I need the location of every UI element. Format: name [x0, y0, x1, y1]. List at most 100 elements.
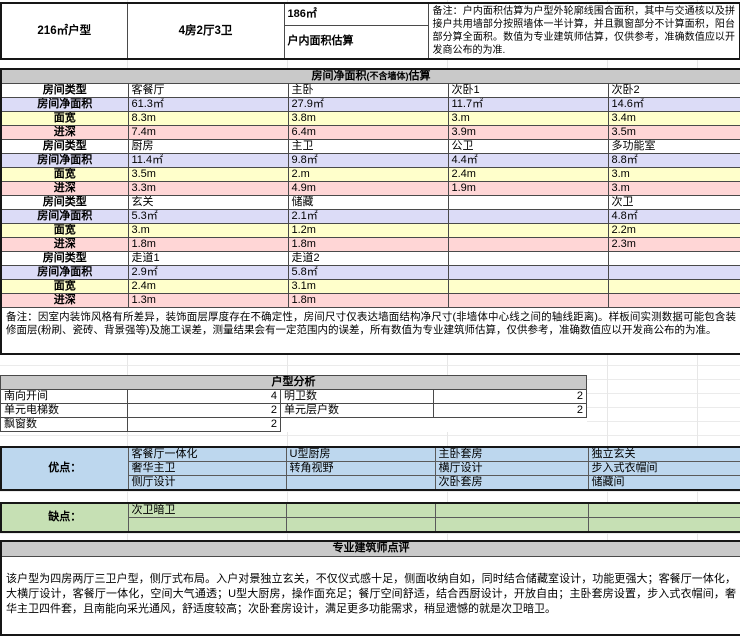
row-label: 房间类型	[0, 195, 129, 210]
room-depth-cell: 3.9m	[447, 125, 609, 140]
measurement-note-cell: 备注：因室内装饰风格有所差异，装饰面层厚度存在不确定性，房间尺寸仅表达墙面结构净…	[0, 307, 740, 354]
room-width-cell	[607, 279, 740, 294]
room-width-cell: 2.m	[287, 167, 449, 182]
pros-item: 独立玄关	[587, 446, 740, 462]
room-type-cell: 次卫	[607, 195, 740, 210]
pros-item: 次卧套房	[434, 475, 589, 491]
room-width-cell: 2.4m	[127, 279, 289, 294]
pros-item: 客餐厅一体化	[127, 446, 287, 462]
analysis-value: 4	[127, 389, 281, 404]
room-type-cell	[447, 251, 609, 266]
room-depth-cell: 2.3m	[607, 237, 740, 252]
room-area-row: 房间净面积 61.3㎡ 27.9㎡ 11.7㎡ 14.6㎡	[0, 97, 740, 112]
room-type-row: 房间类型 客餐厅 主卧 次卧1 次卧2	[0, 83, 740, 98]
room-depth-cell	[607, 293, 740, 308]
pros-item: 储藏间	[587, 475, 740, 491]
cons-table: 缺点： 次卫暗卫	[0, 502, 740, 533]
room-type-cell: 走道2	[287, 251, 449, 266]
room-type-row: 房间类型 厨房 主卫 公卫 多功能室	[0, 139, 740, 154]
room-width-cell: 2.4m	[447, 167, 609, 182]
table-row: 单元电梯数 2 单元层户数 2	[0, 403, 587, 418]
room-area-cell: 5.3㎡	[127, 209, 289, 224]
unit-type-cell: 216㎡户型	[0, 2, 128, 60]
room-width-cell: 3.m	[607, 167, 740, 182]
room-width-row: 面宽 8.3m 3.8m 3.m 3.4m	[0, 111, 740, 126]
room-depth-cell	[447, 293, 609, 308]
review-text-cell: 该户型为四房两厅三卫户型，侧厅式布局。入户对景独立玄关，不仅仪式感十足，侧面收纳…	[0, 555, 740, 636]
room-width-cell: 3.m	[127, 223, 289, 238]
room-type-cell: 次卧1	[447, 83, 609, 98]
analysis-title: 户型分析	[0, 375, 587, 390]
room-depth-cell: 6.4m	[287, 125, 449, 140]
room-area-cell	[607, 265, 740, 280]
cons-item	[434, 517, 589, 532]
analysis-value: 2	[433, 389, 587, 404]
cons-item	[587, 517, 740, 532]
room-width-cell: 3.5m	[127, 167, 289, 182]
pros-item: U型厨房	[285, 446, 436, 462]
room-width-cell: 2.2m	[607, 223, 740, 238]
row-label: 房间净面积	[0, 265, 129, 280]
analysis-label: 明卫数	[280, 389, 434, 404]
analysis-value: 2	[127, 417, 281, 432]
pros-item: 主卧套房	[434, 446, 589, 462]
room-width-row: 面宽 3.5m 2.m 2.4m 3.m	[0, 167, 740, 182]
row-label: 房间类型	[0, 139, 129, 154]
table-row: 飘窗数 2	[0, 417, 587, 432]
table-row: 备注：因室内装饰风格有所差异，装饰面层厚度存在不确定性，房间尺寸仅表达墙面结构净…	[0, 307, 740, 354]
room-depth-row: 进深 3.3m 4.9m 1.9m 3.m	[0, 181, 740, 196]
room-depth-cell: 3.5m	[607, 125, 740, 140]
row-label: 进深	[0, 125, 129, 140]
analysis-label: 单元层户数	[280, 403, 434, 418]
room-table-title: 房间净面积(不含墙体)估算	[0, 68, 740, 84]
empty-cell	[434, 418, 587, 432]
room-width-cell: 8.3m	[127, 111, 289, 126]
room-width-cell	[447, 279, 609, 294]
pros-item: 侧厅设计	[127, 475, 287, 491]
cons-item	[285, 502, 436, 518]
row-label: 房间类型	[0, 83, 129, 98]
table-header-row: 户型分析	[0, 375, 587, 390]
room-type-cell: 多功能室	[607, 139, 740, 154]
total-area-cell: 186㎡	[283, 2, 429, 26]
pros-item: 奢华主卫	[127, 461, 287, 476]
room-type-row: 房间类型 玄关 储藏 次卫	[0, 195, 740, 210]
pros-table: 优点： 客餐厅一体化 U型厨房 主卧套房 独立玄关 奢华主卫 转角视野 横厅设计…	[0, 446, 740, 491]
table-row: 该户型为四房两厅三卫户型，侧厅式布局。入户对景独立玄关，不仅仪式感十足，侧面收纳…	[0, 555, 740, 636]
room-width-row: 面宽 3.m 1.2m 2.2m	[0, 223, 740, 238]
table-row: 奢华主卫 转角视野 横厅设计 步入式衣帽间	[1, 461, 740, 476]
room-type-cell	[607, 251, 740, 266]
pros-label: 优点：	[0, 446, 129, 491]
room-area-row: 房间净面积 11.4㎡ 9.8㎡ 4.4㎡ 8.8㎡	[0, 153, 740, 168]
room-depth-cell: 1.3m	[127, 293, 289, 308]
room-area-cell: 2.1㎡	[287, 209, 449, 224]
pros-item: 步入式衣帽间	[587, 461, 740, 476]
room-area-cell	[447, 265, 609, 280]
room-width-cell: 3.8m	[287, 111, 449, 126]
room-area-cell: 14.6㎡	[607, 97, 740, 112]
room-type-cell: 主卧	[287, 83, 449, 98]
row-label: 进深	[0, 181, 129, 196]
analysis-value: 2	[127, 403, 281, 418]
row-label: 面宽	[0, 167, 129, 182]
cons-item	[587, 502, 740, 518]
room-width-cell	[447, 223, 609, 238]
room-depth-cell: 3.m	[607, 181, 740, 196]
room-type-cell: 厨房	[127, 139, 289, 154]
room-type-cell: 走道1	[127, 251, 289, 266]
area-label-cell: 户内面积估算	[283, 24, 429, 60]
table-row: 216㎡户型 4房2厅3卫 186㎡ 备注：户内面积估算为户型外轮廓线围合面积，…	[0, 2, 740, 60]
row-label: 房间净面积	[0, 209, 129, 224]
room-area-row: 房间净面积 5.3㎡ 2.1㎡ 4.8㎡	[0, 209, 740, 224]
room-area-cell: 5.8㎡	[287, 265, 449, 280]
room-area-cell: 61.3㎡	[127, 97, 289, 112]
analysis-table: 户型分析 南向开间 4 明卫数 2 单元电梯数 2 单元层户数 2 飘窗数 2	[0, 375, 587, 432]
room-area-cell: 2.9㎡	[127, 265, 289, 280]
room-depth-cell: 1.8m	[287, 237, 449, 252]
row-label: 房间类型	[0, 251, 129, 266]
review-title: 专业建筑师点评	[0, 540, 740, 557]
table-header-row: 专业建筑师点评	[0, 540, 740, 557]
pros-item: 横厅设计	[434, 461, 589, 476]
table-row	[1, 517, 740, 532]
room-type-cell	[447, 195, 609, 210]
